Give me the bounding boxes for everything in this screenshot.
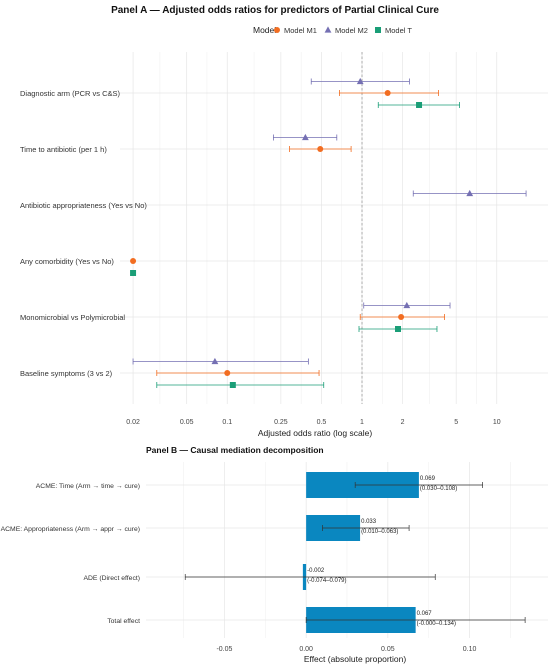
category-label: ACME: Time (Arm → time → cure): [36, 483, 140, 490]
tick-label: 10: [493, 419, 501, 426]
category-label: Antibiotic appropriateness (Yes vs No): [20, 201, 147, 210]
legend-title: Model: [253, 25, 276, 35]
panel-a-error-bars: [132, 78, 527, 388]
value-label: 0.033: [361, 519, 377, 525]
legend-items: Model M1 Model M2 Model T: [274, 26, 412, 35]
panel-b-x-axis-label: Effect (absolute proportion): [304, 654, 407, 664]
point-model-m2: [211, 357, 219, 365]
panel-b-bars: [302, 472, 419, 633]
category-label: Baseline symptoms (3 vs 2): [20, 369, 113, 378]
tick-label: 0.05: [381, 646, 395, 653]
ci-label: (-0.000–0.134): [417, 621, 456, 627]
tick-label: 0.02: [126, 419, 140, 426]
tick-label: 2: [401, 419, 405, 426]
point-model-m1: [317, 146, 324, 152]
point-model-t: [229, 382, 236, 388]
category-label: ACME: Appropriateness (Arm → appr → cure…: [1, 526, 140, 533]
tick-label: 0.25: [274, 419, 288, 426]
panel-a-grid: [120, 52, 548, 404]
value-label: 0.067: [417, 611, 433, 617]
ci-label: (0.030–0.108): [420, 486, 457, 492]
panel-b-error-bars: [184, 482, 526, 623]
legend-label-model-t: Model T: [385, 26, 412, 35]
panel-b: Panel B — Causal mediation decomposition…: [1, 445, 548, 664]
tick-label: 5: [454, 419, 458, 426]
legend-marker-model-t: [375, 27, 381, 33]
panel-a-x-axis-label: Adjusted odds ratio (log scale): [258, 428, 373, 438]
value-label: 0.069: [420, 476, 436, 482]
value-label: -0.002: [307, 568, 325, 574]
panel-b-tick-labels: -0.05 0.00 0.05 0.10: [216, 646, 476, 653]
category-label: ADE (Direct effect): [83, 575, 140, 582]
point-model-m1: [224, 370, 231, 376]
panel-b-category-labels: ACME: Time (Arm → time → cure) ACME: Appr…: [1, 483, 140, 625]
category-label: Monomicrobial vs Polymicrobial: [20, 313, 125, 322]
legend-label-model-m2: Model M2: [335, 26, 368, 35]
point-model-t: [130, 270, 137, 276]
point-model-m2: [301, 133, 309, 141]
tick-label: 0.00: [299, 646, 313, 653]
category-label: Time to antibiotic (per 1 h): [20, 145, 107, 154]
point-model-m2: [356, 77, 364, 85]
panel-a-category-labels: Diagnostic arm (PCR vs C&S) Time to antib…: [20, 89, 147, 378]
category-label: Any comorbidity (Yes vs No): [20, 257, 114, 266]
point-model-t: [416, 102, 423, 108]
panel-b-title: Panel B — Causal mediation decomposition: [146, 445, 324, 455]
point-model-m1: [130, 258, 137, 264]
panel-a-tick-labels: 0.02 0.05 0.1 0.25 0.5 1 2 5 10: [126, 419, 501, 426]
tick-label: 0.05: [180, 419, 194, 426]
panel-a: Panel A — Adjusted odds ratios for predi…: [20, 5, 548, 438]
legend-marker-model-m1: [274, 27, 280, 33]
legend-label-model-m1: Model M1: [284, 26, 317, 35]
panel-a-title: Panel A — Adjusted odds ratios for predi…: [111, 5, 439, 16]
ci-label: (-0.074–0.079): [307, 578, 346, 584]
point-model-m2: [466, 189, 474, 197]
point-model-m1: [398, 314, 405, 320]
point-model-t: [395, 326, 402, 332]
tick-label: 0.5: [317, 419, 327, 426]
tick-label: 0.10: [463, 646, 477, 653]
tick-label: -0.05: [216, 646, 232, 653]
category-label: Diagnostic arm (PCR vs C&S): [20, 89, 121, 98]
tick-label: 0.1: [222, 419, 232, 426]
legend: Model Model M1 Model M2 Model T: [253, 25, 412, 35]
legend-marker-model-m2: [324, 26, 332, 33]
point-model-m1: [384, 90, 391, 96]
point-model-m2: [403, 301, 411, 309]
tick-label: 1: [360, 419, 364, 426]
category-label: Total effect: [107, 618, 140, 625]
ci-label: (0.010–0.063): [361, 529, 398, 535]
panel-b-value-labels: 0.069 (0.030–0.108) 0.033 (0.010–0.063) -0.0…: [307, 476, 457, 627]
panel-a-points: [130, 77, 474, 388]
